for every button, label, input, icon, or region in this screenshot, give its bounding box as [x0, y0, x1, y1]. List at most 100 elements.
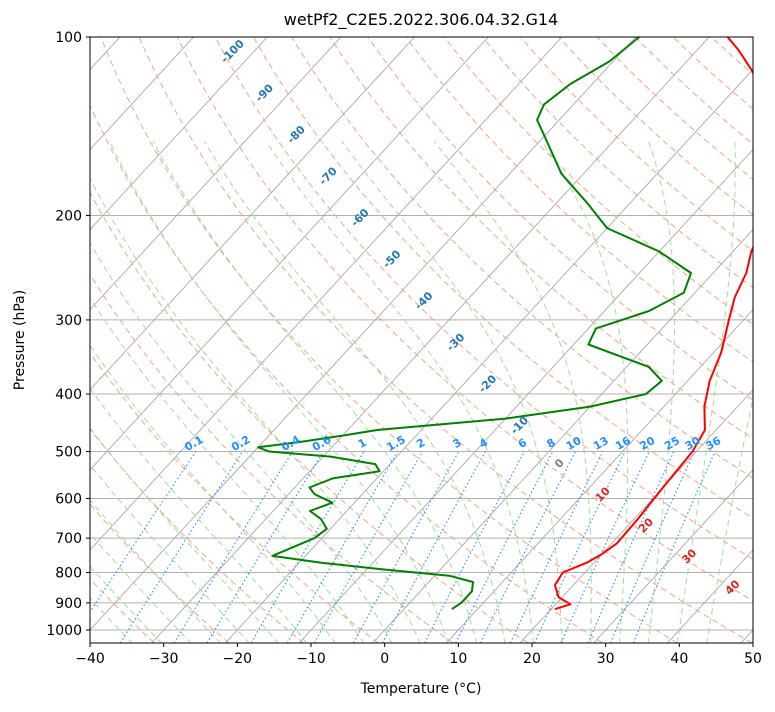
y-tick-label: 100 — [55, 30, 82, 46]
mixing-ratio-label: 4 — [477, 436, 490, 451]
y-tick-label: 500 — [55, 444, 82, 460]
dry-adiabat-label: -70 — [317, 164, 340, 187]
dry-adiabat-line — [554, 32, 775, 643]
x-tick-label: 20 — [523, 651, 541, 667]
moist-adiabat-line — [0, 141, 307, 643]
dry-adiabat-label: -60 — [348, 206, 371, 229]
moist-adiabat-line — [0, 141, 221, 643]
mixing-ratio-label: 10 — [564, 434, 584, 453]
isotherm-line — [152, 37, 710, 643]
x-tick-label: 10 — [449, 651, 467, 667]
mixing-ratio-line — [70, 452, 196, 644]
moist-adiabat-label: 0 — [552, 456, 567, 471]
moist-adiabat-line — [110, 141, 449, 643]
y-tick-label: 900 — [55, 596, 82, 612]
moist-adiabat-line — [542, 141, 628, 643]
mixing-ratio-label: 2 — [414, 436, 427, 451]
dry-adiabat-line — [592, 32, 775, 643]
x-axis-label: Temperature (°C) — [360, 681, 482, 697]
mixing-ratio-label: 0.1 — [182, 433, 205, 454]
x-tick-label: −40 — [75, 651, 105, 667]
mixing-ratio-label: 30 — [683, 434, 703, 453]
y-tick-label: 800 — [55, 566, 82, 582]
y-axis-label: Pressure (hPa) — [12, 290, 28, 390]
mixing-ratio-label: 0.6 — [310, 433, 334, 454]
dry-adiabat-label: -50 — [380, 247, 403, 270]
plot-frame — [90, 37, 753, 643]
moist-adiabat-label: 10 — [593, 484, 613, 504]
isotherm-line — [299, 37, 775, 643]
moist-adiabat-line — [0, 141, 192, 643]
isotherm-line — [0, 37, 488, 643]
mixing-ratio-label: 1 — [356, 436, 369, 451]
mixing-ratio-line — [633, 452, 715, 644]
mixing-ratio-label: 0.4 — [279, 433, 303, 454]
mixing-ratio-line — [481, 452, 576, 644]
dry-adiabat-line — [137, 32, 752, 643]
moist-adiabat-lines — [0, 141, 775, 643]
y-tick-label: 200 — [55, 209, 82, 225]
dry-adiabat-label: -100 — [218, 37, 247, 66]
dry-adiabat-label: -30 — [444, 331, 467, 354]
dry-adiabat-line — [289, 32, 775, 643]
x-tick-label: 50 — [744, 651, 762, 667]
mixing-ratio-line — [510, 452, 602, 644]
x-tick-label: 30 — [597, 651, 615, 667]
mixing-ratio-label: 13 — [591, 434, 611, 453]
moist-adiabat-line — [707, 141, 775, 643]
isotherm-line — [0, 37, 194, 643]
mixing-ratio-line — [174, 452, 293, 644]
mixing-ratio-label: 3 — [450, 436, 463, 451]
chart-title: wetPf2_C2E5.2022.306.04.32.G14 — [284, 10, 558, 30]
temperature-profile-line — [555, 37, 775, 609]
dry-adiabat-line — [251, 32, 775, 643]
moist-adiabat-line — [434, 141, 591, 643]
isotherm-line — [446, 37, 775, 643]
dry-adiabat-line — [516, 32, 775, 643]
isotherm-line — [0, 37, 341, 643]
mixing-ratio-line — [251, 452, 364, 644]
mixing-ratio-label: 8 — [544, 436, 557, 451]
mixing-ratio-label: 1.5 — [384, 433, 407, 454]
mixing-ratio-line — [425, 452, 525, 644]
mixing-ratio-label: 20 — [638, 434, 658, 453]
mixing-ratio-label: 25 — [662, 434, 682, 453]
moist-adiabat-label: 30 — [679, 546, 699, 566]
mixing-ratio-line — [561, 452, 649, 644]
x-tick-label: 40 — [670, 651, 688, 667]
dry-adiabat-line — [0, 32, 453, 643]
dry-adiabat-label: -90 — [253, 81, 276, 104]
moist-adiabat-line — [648, 141, 674, 643]
isotherm-line — [373, 37, 775, 643]
x-tick-label: −30 — [149, 651, 179, 667]
x-tick-label: 0 — [380, 651, 389, 667]
y-tick-label: 400 — [55, 387, 82, 403]
moist-adiabat-line — [0, 141, 250, 643]
y-tick-label: 700 — [55, 531, 82, 547]
dry-adiabat-label: -80 — [285, 123, 308, 146]
dry-adiabat-line — [0, 32, 5, 643]
dry-adiabat-label: -40 — [412, 289, 435, 312]
x-tick-label: −20 — [223, 651, 253, 667]
y-tick-label: 300 — [55, 313, 82, 329]
dry-adiabat-line — [0, 32, 378, 643]
x-axis-ticks: −40 −30 −20 −10 0 10 20 30 40 50 — [75, 643, 762, 667]
isotherm-line — [741, 37, 775, 643]
dry-adiabat-line — [744, 32, 775, 643]
dry-adiabat-line — [327, 32, 775, 643]
dry-adiabat-line — [478, 32, 775, 643]
mixing-ratio-lines — [70, 452, 715, 644]
mixing-ratio-line — [456, 452, 553, 644]
y-tick-label: 1000 — [46, 623, 82, 639]
isotherm-line — [520, 37, 775, 643]
x-tick-label: −10 — [296, 651, 326, 667]
dry-adiabat-label: -20 — [476, 372, 499, 395]
mixing-ratio-label: 6 — [516, 436, 529, 451]
isotherm-line — [78, 37, 636, 643]
moist-adiabat-line — [153, 141, 477, 643]
